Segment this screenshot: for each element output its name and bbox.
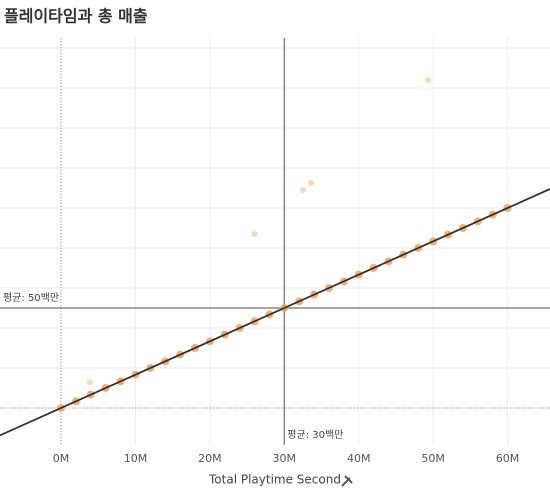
x-tick-label: 20M — [198, 452, 222, 465]
x-tick-label: 50M — [421, 452, 445, 465]
point — [308, 180, 315, 186]
point — [299, 187, 306, 193]
x-tick-label: 10M — [124, 452, 148, 465]
reference-label: 평균: 30백만 — [287, 429, 343, 441]
pin-icon[interactable] — [341, 475, 353, 487]
reference-label: 평균: 50백만 — [3, 292, 59, 304]
x-tick-label: 0M — [53, 452, 70, 465]
chart-title: 플레이타임과 총 매출 — [4, 7, 148, 26]
point — [87, 379, 94, 385]
point — [251, 231, 258, 237]
grid — [0, 38, 550, 445]
x-tick-label: 40M — [347, 452, 371, 465]
x-axis-label: Total Playtime Second — [208, 473, 341, 487]
trend-line — [0, 188, 550, 437]
x-tick-label: 30M — [273, 452, 297, 465]
point — [424, 77, 431, 83]
x-tick-label: 60M — [496, 452, 520, 465]
marks — [0, 77, 550, 437]
